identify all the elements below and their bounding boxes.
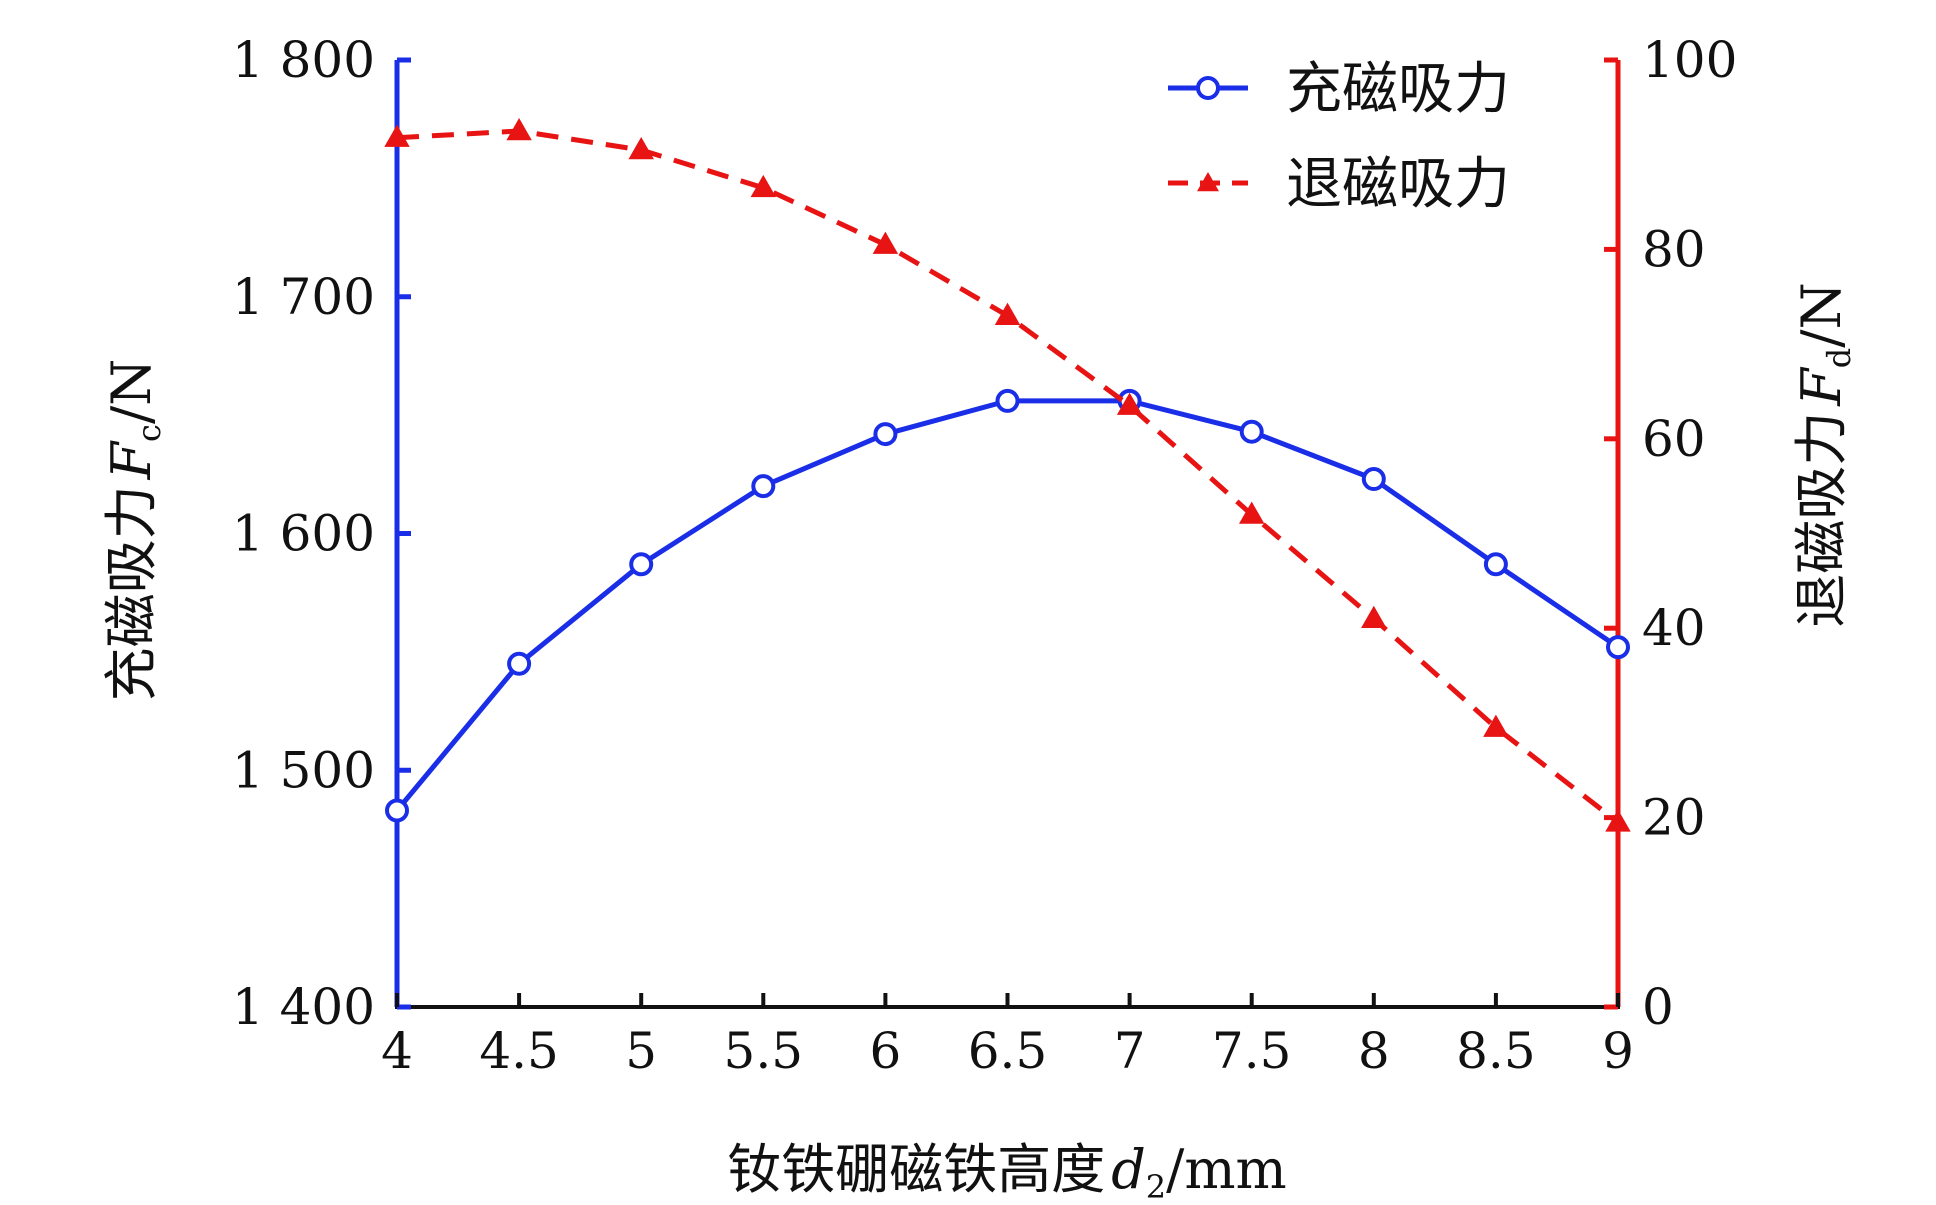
y-right-tick-label: 0 (1642, 978, 1674, 1036)
legend-marker-circle (1196, 76, 1220, 100)
series-2-point (1483, 714, 1509, 737)
x-tick-label: 7.5 (1212, 1022, 1292, 1080)
series-2-point (1238, 501, 1265, 524)
series-1-point (507, 651, 532, 676)
series-2-point (994, 302, 1021, 325)
series-1-point (1239, 419, 1264, 444)
plot-area (384, 118, 1631, 832)
series-1-point (1483, 552, 1508, 577)
series-1-point (1361, 467, 1386, 492)
series-2-point (1116, 392, 1143, 415)
series-1-point (629, 552, 654, 577)
y-right-tick-label: 60 (1642, 410, 1706, 468)
axis-titles: 钕铁硼磁铁高度 d2/mm 充磁吸力Fc/N 退磁吸力Fd/N (100, 282, 1858, 1205)
series-2-point (384, 124, 410, 147)
x-tick-label: 6 (869, 1022, 901, 1080)
x-tick-label: 4.5 (479, 1022, 559, 1080)
x-tick-label: 8 (1358, 1022, 1390, 1080)
x-tick-label: 5.5 (724, 1022, 804, 1080)
x-tick-label: 4 (381, 1022, 413, 1080)
x-tick-label: 5 (625, 1022, 657, 1080)
series-2-point (1361, 605, 1387, 628)
y-left-tick-label: 1 700 (232, 268, 375, 326)
axes: 1 400 1 500 1 600 1 700 1 800 0 20 40 60 80 100 4 4.… (232, 31, 1738, 1080)
x-tick-label: 8.5 (1456, 1022, 1536, 1080)
series-line-2 (396, 128, 1620, 825)
series-1-point (1606, 635, 1630, 660)
y-right-tick-label: 40 (1642, 599, 1706, 657)
series-2-point (628, 136, 654, 160)
x-axis-title: 钕铁硼磁铁高度 d2/mm (727, 1138, 1287, 1205)
x-tick-label: 9 (1602, 1022, 1634, 1080)
series-1-point (873, 422, 898, 447)
series-2-point (872, 231, 899, 254)
legend-label-1: 充磁吸力 (1286, 57, 1510, 122)
y-left-tick-label: 1 400 (232, 978, 375, 1036)
series-line-1 (395, 398, 1620, 813)
series-2-point (1605, 809, 1631, 832)
y-left-tick-label: 1 500 (232, 741, 375, 799)
x-tick-label: 6.5 (968, 1022, 1048, 1080)
y-right-tick-label: 80 (1642, 220, 1706, 278)
y-left-tick-label: 1 600 (232, 505, 375, 563)
y-right-tick-label: 20 (1642, 789, 1706, 847)
x-tick-label: 7 (1114, 1022, 1146, 1080)
y-left-tick-label: 1 800 (232, 31, 375, 89)
series-2-point (750, 174, 777, 198)
legend-marker-triangle (1197, 172, 1219, 192)
series-2-point (506, 118, 532, 141)
y-axis-right-title: 退磁吸力Fd/N (1790, 282, 1858, 627)
legend-label-2: 退磁吸力 (1286, 152, 1510, 217)
y-right-tick-label: 100 (1642, 31, 1737, 89)
y-axis-left-title: 充磁吸力Fc/N (100, 359, 168, 702)
series-1-point (385, 798, 409, 823)
series-1-point (995, 388, 1020, 413)
series-1-point (751, 474, 776, 499)
